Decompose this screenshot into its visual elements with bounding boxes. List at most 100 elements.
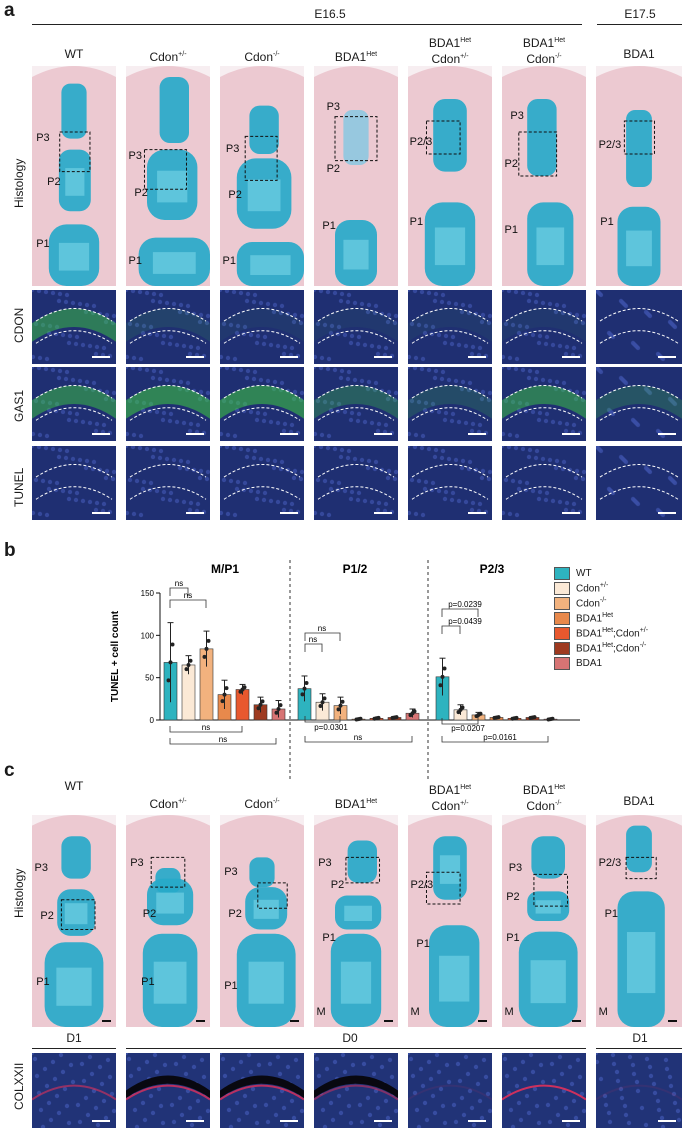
nucleus [422, 486, 428, 492]
nucleus [63, 455, 69, 461]
scale-bar [186, 433, 204, 435]
nucleus [32, 290, 35, 293]
phalanx-label: M [316, 1005, 326, 1018]
nucleus [75, 1102, 81, 1108]
nucleus [289, 422, 295, 428]
data-point [376, 715, 381, 720]
nucleus [195, 345, 201, 351]
nucleus [251, 376, 257, 382]
nucleus [322, 322, 328, 328]
nucleus [244, 375, 250, 381]
nucleus [635, 501, 641, 507]
nucleus [262, 334, 268, 340]
nucleus [254, 340, 260, 346]
nucleus [47, 400, 53, 406]
header-wt: WT [64, 47, 84, 61]
header-bda1het-cdonhet: BDA1Het Cdon+/- [428, 36, 472, 66]
nucleus [336, 480, 342, 486]
legend-swatch [554, 612, 570, 626]
nucleus [314, 367, 317, 370]
legend-label: BDA1 [576, 643, 603, 655]
nucleus [150, 454, 156, 460]
nucleus [103, 475, 109, 481]
nucleus [469, 351, 475, 357]
joint-outline-upper [223, 308, 301, 322]
nucleus [434, 1053, 440, 1058]
scale-bar [658, 433, 676, 435]
nucleus [610, 1053, 616, 1058]
nucleus [50, 446, 56, 452]
data-point [496, 715, 501, 720]
nucleus [42, 1066, 48, 1072]
nucleus [232, 433, 238, 439]
joint-outline-lower [317, 330, 395, 344]
nucleus [573, 1115, 579, 1121]
nucleus [44, 356, 50, 362]
nucleus [420, 1083, 426, 1089]
nucleus [32, 354, 36, 360]
nucleus [507, 355, 513, 361]
nucleus [557, 420, 563, 426]
nucleus [58, 1053, 64, 1058]
scale-bar [668, 1020, 677, 1022]
nucleus [623, 459, 629, 465]
signal-band [32, 385, 116, 419]
nucleus [197, 319, 203, 325]
nucleus [346, 369, 352, 375]
nucleus [348, 417, 354, 423]
nucleus [376, 500, 382, 506]
phalanx-label: P1 [224, 980, 238, 993]
nucleus [234, 330, 240, 336]
nucleus [160, 496, 166, 502]
phalanx-label: P3 [34, 861, 48, 874]
nucleus [279, 303, 285, 309]
phalanx-label: P3 [508, 861, 523, 874]
nucleus [73, 497, 79, 503]
nucleus [319, 511, 325, 517]
sig-bracket [441, 736, 549, 743]
nucleus [126, 290, 129, 293]
nucleus [151, 368, 157, 374]
nucleus [439, 455, 445, 461]
hypertrophic-zone [536, 227, 565, 266]
nuclei-background [596, 367, 682, 441]
nucleus [329, 323, 335, 329]
nucleus [393, 313, 398, 319]
nucleus [547, 457, 553, 463]
nucleus [479, 319, 485, 325]
nucleus [179, 1112, 185, 1118]
nucleus [224, 367, 230, 371]
nucleus [487, 469, 492, 475]
nucleus [134, 322, 140, 328]
nucleus [450, 411, 456, 417]
tunel-tile-5 [408, 446, 492, 520]
nucleus [245, 368, 251, 374]
nucleus [64, 1103, 70, 1109]
nucleus [281, 1105, 287, 1111]
nucleus [168, 411, 174, 417]
cartilage-element [626, 110, 652, 187]
nucleus [355, 497, 361, 503]
joint-outline-upper [599, 464, 679, 478]
nucleus [46, 407, 52, 413]
nucleus [419, 290, 425, 295]
nucleus [430, 401, 436, 407]
nucleus [506, 290, 512, 294]
nucleus [144, 446, 150, 452]
nucleus [32, 510, 36, 516]
nucleus [104, 312, 110, 318]
nucleus [553, 1095, 559, 1101]
nucleus [375, 507, 381, 513]
nucleus [514, 512, 520, 518]
joint-inset-box [425, 120, 461, 155]
nucleus [326, 356, 332, 362]
nucleus [291, 319, 297, 325]
nucleus [479, 1115, 485, 1121]
colxxii-signal [220, 1084, 304, 1101]
nucleus [144, 290, 150, 296]
e175-bracket-line [597, 24, 682, 25]
group-title: M/P1 [211, 562, 239, 576]
sig-bracket [169, 726, 243, 733]
legend-swatch [554, 627, 570, 641]
nucleus [459, 309, 465, 315]
